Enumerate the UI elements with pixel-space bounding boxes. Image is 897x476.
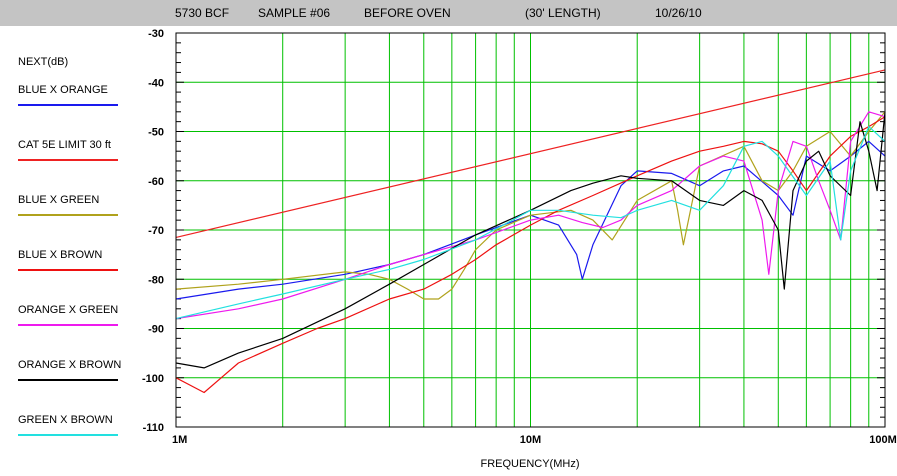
y-tick-label: -80	[148, 274, 164, 286]
y-axis-label: NEXT(dB)	[18, 56, 69, 68]
legend-swatch	[18, 214, 118, 216]
legend-swatch	[18, 269, 118, 271]
legend-swatch	[18, 104, 118, 106]
x-tick-label: 100M	[869, 434, 897, 446]
legend-label: BLUE X BROWN	[18, 249, 103, 261]
legend-swatch	[18, 159, 118, 161]
legend: BLUE X ORANGE CAT 5E LIMIT 30 ft BLUE X GR…	[0, 26, 140, 476]
legend-label: ORANGE X GREEN	[18, 304, 119, 316]
title-bar: 5730 BCF SAMPLE #06 BEFORE OVEN (30' LEN…	[0, 0, 897, 26]
x-axis-label: FREQUENCY(MHz)	[480, 458, 580, 470]
legend-swatch	[18, 324, 118, 326]
title-length: (30' LENGTH)	[525, 6, 601, 20]
series-line-orange-x-green	[175, 111, 886, 320]
y-tick-label: -70	[148, 225, 164, 237]
series-line-blue-x-brown	[175, 116, 886, 394]
legend-label: BLUE X ORANGE	[18, 84, 108, 96]
title-sample: SAMPLE #06	[258, 6, 331, 20]
y-tick-label: -110	[143, 422, 164, 434]
title-condition: BEFORE OVEN	[364, 6, 451, 20]
legend-swatch	[18, 434, 118, 436]
title-cable: 5730 BCF	[175, 6, 230, 20]
legend-label: CAT 5E LIMIT 30 ft	[18, 139, 111, 151]
legend-swatch	[18, 379, 118, 381]
legend-label: GREEN X BROWN	[18, 414, 113, 426]
legend-label: ORANGE X BROWN	[18, 359, 122, 371]
title-date: 10/26/10	[655, 6, 702, 20]
grid	[176, 33, 885, 427]
y-tick-label: -40	[148, 77, 164, 89]
plot-frame	[175, 32, 886, 428]
series-lines	[175, 69, 886, 394]
x-tick-label: 10M	[520, 434, 541, 446]
y-tick-label: -50	[148, 127, 164, 139]
legend-label: BLUE X GREEN	[18, 194, 100, 206]
series-line-cat-5e-limit-30-ft	[175, 69, 886, 238]
y-tick-labels: -30 -40 -50 -60 -70 -80 -90 -100 -110	[142, 28, 164, 434]
y-tick-label: -60	[148, 176, 164, 188]
y-tick-label: -90	[148, 324, 164, 336]
y-tick-label: -30	[148, 28, 164, 40]
series-line-green-x-brown	[175, 125, 886, 320]
x-tick-label: 1M	[172, 434, 187, 446]
x-tick-labels: 1M 10M 100M	[172, 434, 897, 446]
series-line-orange-x-brown	[175, 111, 886, 369]
y-tick-label: -100	[142, 373, 164, 385]
